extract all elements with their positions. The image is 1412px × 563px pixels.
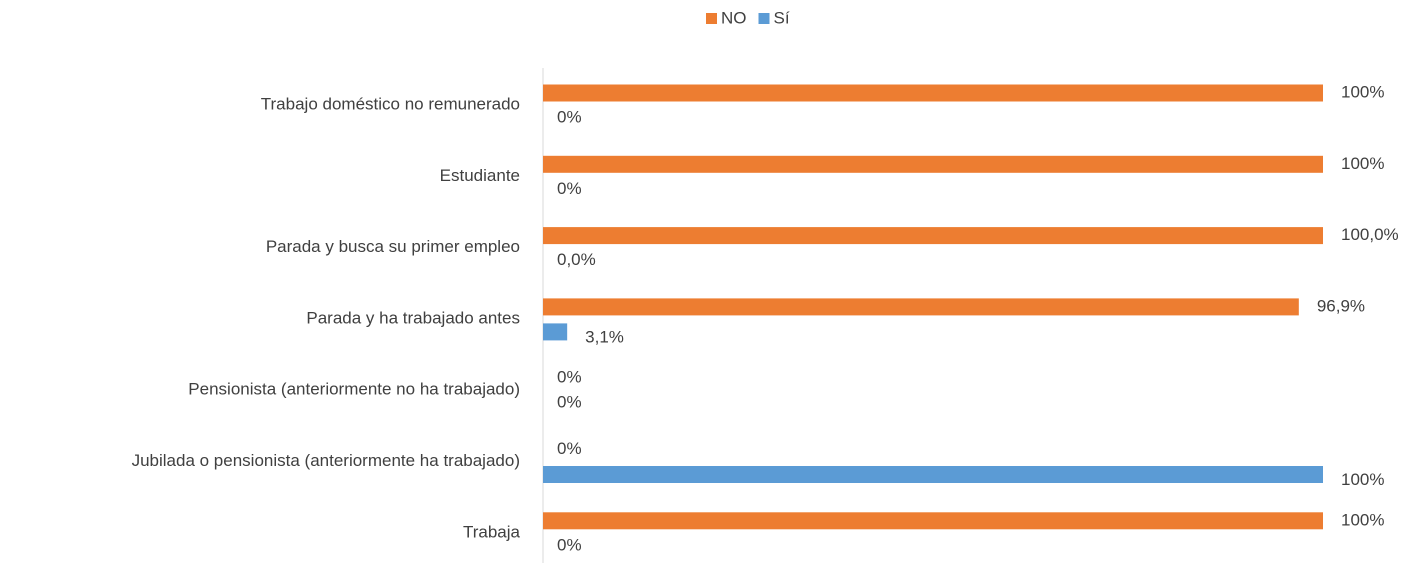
legend-label: Sí — [774, 8, 790, 27]
bar — [543, 298, 1299, 316]
category-label: Parada y ha trabajado antes — [306, 308, 520, 327]
category-label: Trabaja — [463, 522, 521, 541]
data-label: 96,9% — [1317, 296, 1365, 315]
data-label: 100% — [1341, 154, 1384, 173]
data-label: 100% — [1341, 82, 1384, 101]
data-label: 3,1% — [585, 327, 624, 346]
bar — [543, 512, 1323, 530]
legend-swatch — [706, 13, 717, 24]
data-label: 0,0% — [557, 250, 596, 269]
legend-label: NO — [721, 8, 747, 27]
legend-swatch — [758, 13, 770, 24]
category-label: Parada y busca su primer empleo — [266, 237, 520, 256]
data-label: 0% — [557, 393, 582, 412]
data-label: 0% — [557, 439, 582, 458]
data-label: 0% — [557, 368, 582, 387]
bar — [543, 466, 1323, 483]
data-label: 100,0% — [1341, 225, 1399, 244]
category-label: Estudiante — [440, 166, 520, 185]
bar — [543, 84, 1323, 102]
category-label: Pensionista (anteriormente no ha trabaja… — [188, 380, 520, 399]
bar — [543, 155, 1323, 173]
bar — [543, 323, 568, 341]
data-label: 0% — [557, 535, 582, 554]
data-label: 100% — [1341, 470, 1384, 489]
bar — [543, 227, 1323, 245]
data-label: 100% — [1341, 510, 1384, 529]
data-label: 0% — [557, 107, 582, 126]
category-label: Trabajo doméstico no remunerado — [261, 94, 520, 113]
data-label: 0% — [557, 179, 582, 198]
category-label: Jubilada o pensionista (anteriormente ha… — [132, 451, 520, 470]
